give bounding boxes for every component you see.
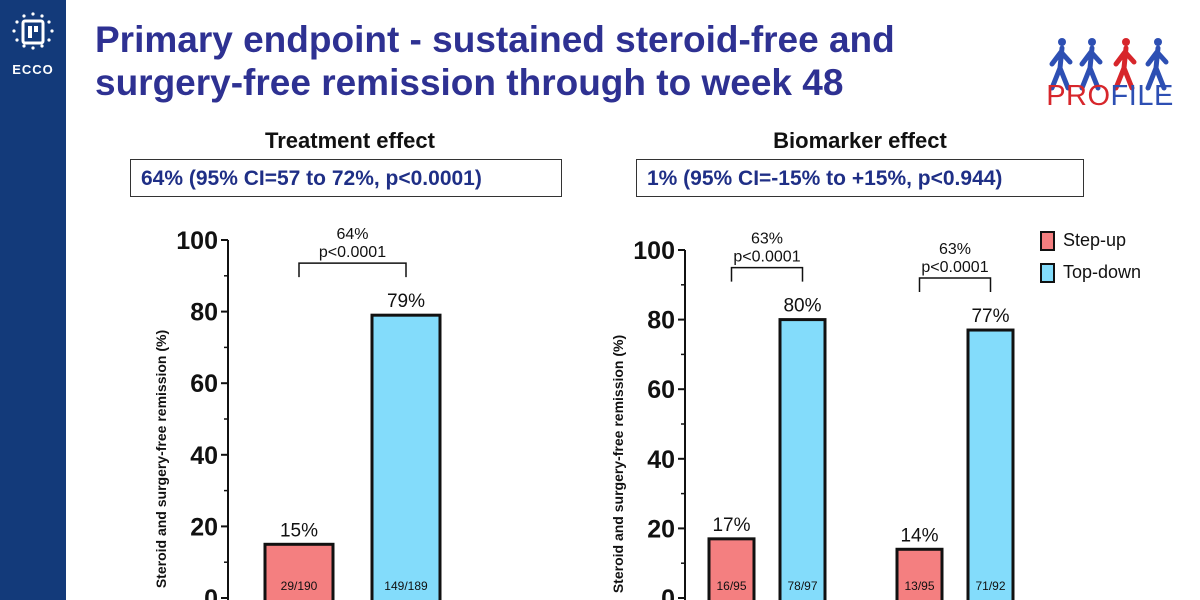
- comparison-diff-2-2: 63%: [939, 241, 971, 258]
- biomarker-effect-heading: Biomarker effect: [773, 128, 947, 153]
- sidebar: ECCO: [0, 0, 66, 600]
- comparison-p-2-1: p<0.0001: [733, 249, 800, 266]
- bar-value-label-2-top-down-1: 80%: [783, 296, 821, 317]
- biomarker-effect-box: 1% (95% CI=-15% to +15%, p<0.944): [636, 159, 1084, 197]
- legend-step-up-label: Step-up: [1063, 230, 1127, 250]
- bar-value-label-2-step-up-1: 17%: [712, 515, 750, 536]
- y-tick-label-1-60: 60: [190, 370, 218, 398]
- bar-count-label-1-top-down-1: 149/189: [384, 579, 428, 593]
- bar-count-label-1-step-up-1: 29/190: [281, 579, 318, 593]
- comparison-diff-1-1: 64%: [336, 226, 368, 243]
- bar-2-step-up-2: [895, 547, 944, 600]
- profile-walkers-icon: [1049, 38, 1169, 91]
- y-tick-label-1-100: 100: [176, 227, 218, 255]
- bar-value-label-2-step-up-2: 14%: [900, 525, 938, 546]
- ecco-logo-text: ECCO: [12, 62, 54, 77]
- y-tick-label-1-20: 20: [190, 513, 218, 541]
- y-tick-label-1-0: 0: [204, 585, 218, 600]
- bar-count-label-2-step-up-2: 13/95: [904, 579, 934, 593]
- comparison-bracket-2-2: [918, 277, 992, 293]
- page-title: Primary endpoint - sustained steroid-fre…: [95, 18, 1025, 104]
- bar-1-step-up-1: [263, 542, 335, 600]
- comparison-bracket-2-1: [730, 266, 804, 282]
- profile-text-pro: PRO: [1046, 80, 1111, 112]
- bar-count-label-2-top-down-2: 71/92: [975, 579, 1005, 593]
- bar-2-top-down-1: [778, 318, 827, 600]
- comparison-p-1-1: p<0.0001: [319, 244, 386, 261]
- y-tick-label-2-0: 0: [661, 585, 675, 600]
- bar-value-label-1-step-up-1: 15%: [280, 520, 318, 541]
- y-axis-label-1: Steroid and surgery-free remission (%): [153, 330, 169, 588]
- treatment-effect-box: 64% (95% CI=57 to 72%, p<0.0001): [130, 159, 562, 197]
- bar-2-step-up-1: [707, 537, 756, 600]
- bar-count-label-2-step-up-1: 16/95: [716, 579, 746, 593]
- comparison-bracket-1-1: [298, 262, 407, 278]
- bar-value-label-2-top-down-2: 77%: [971, 306, 1009, 327]
- title-line-1: Primary endpoint - sustained steroid-fre…: [95, 19, 895, 60]
- treatment-effect-heading: Treatment effect: [265, 128, 435, 153]
- bar-value-label-1-top-down-1: 79%: [387, 291, 425, 312]
- legend-top-down-label: Top-down: [1063, 262, 1142, 282]
- legend-top-down: Top-down: [1040, 262, 1141, 283]
- y-tick-label-2-40: 40: [647, 446, 675, 474]
- y-tick-label-2-60: 60: [647, 376, 675, 404]
- y-tick-label-1-40: 40: [190, 442, 218, 470]
- y-tick-label-1-80: 80: [190, 299, 218, 327]
- y-axis-label-2: Steroid and surgery-free remission (%): [610, 335, 626, 593]
- profile-text-file: FILE: [1110, 80, 1174, 112]
- title-line-2: surgery-free remission through to week 4…: [95, 62, 844, 103]
- profile-logo-text: PROFILE: [1040, 80, 1180, 113]
- bar-count-label-2-top-down-1: 78/97: [787, 579, 817, 593]
- ecco-logo-icon: [12, 12, 54, 50]
- y-tick-label-2-20: 20: [647, 515, 675, 543]
- legend-top-down-swatch: [1040, 262, 1055, 283]
- legend-step-up: Step-up: [1040, 230, 1126, 251]
- bar-1-top-down-1: [370, 313, 442, 600]
- y-tick-label-2-100: 100: [633, 237, 675, 265]
- y-tick-label-2-80: 80: [647, 307, 675, 335]
- comparison-p-2-2: p<0.0001: [921, 259, 988, 276]
- bar-2-top-down-2: [966, 328, 1015, 600]
- legend-step-up-swatch: [1040, 230, 1055, 251]
- comparison-diff-2-1: 63%: [751, 231, 783, 248]
